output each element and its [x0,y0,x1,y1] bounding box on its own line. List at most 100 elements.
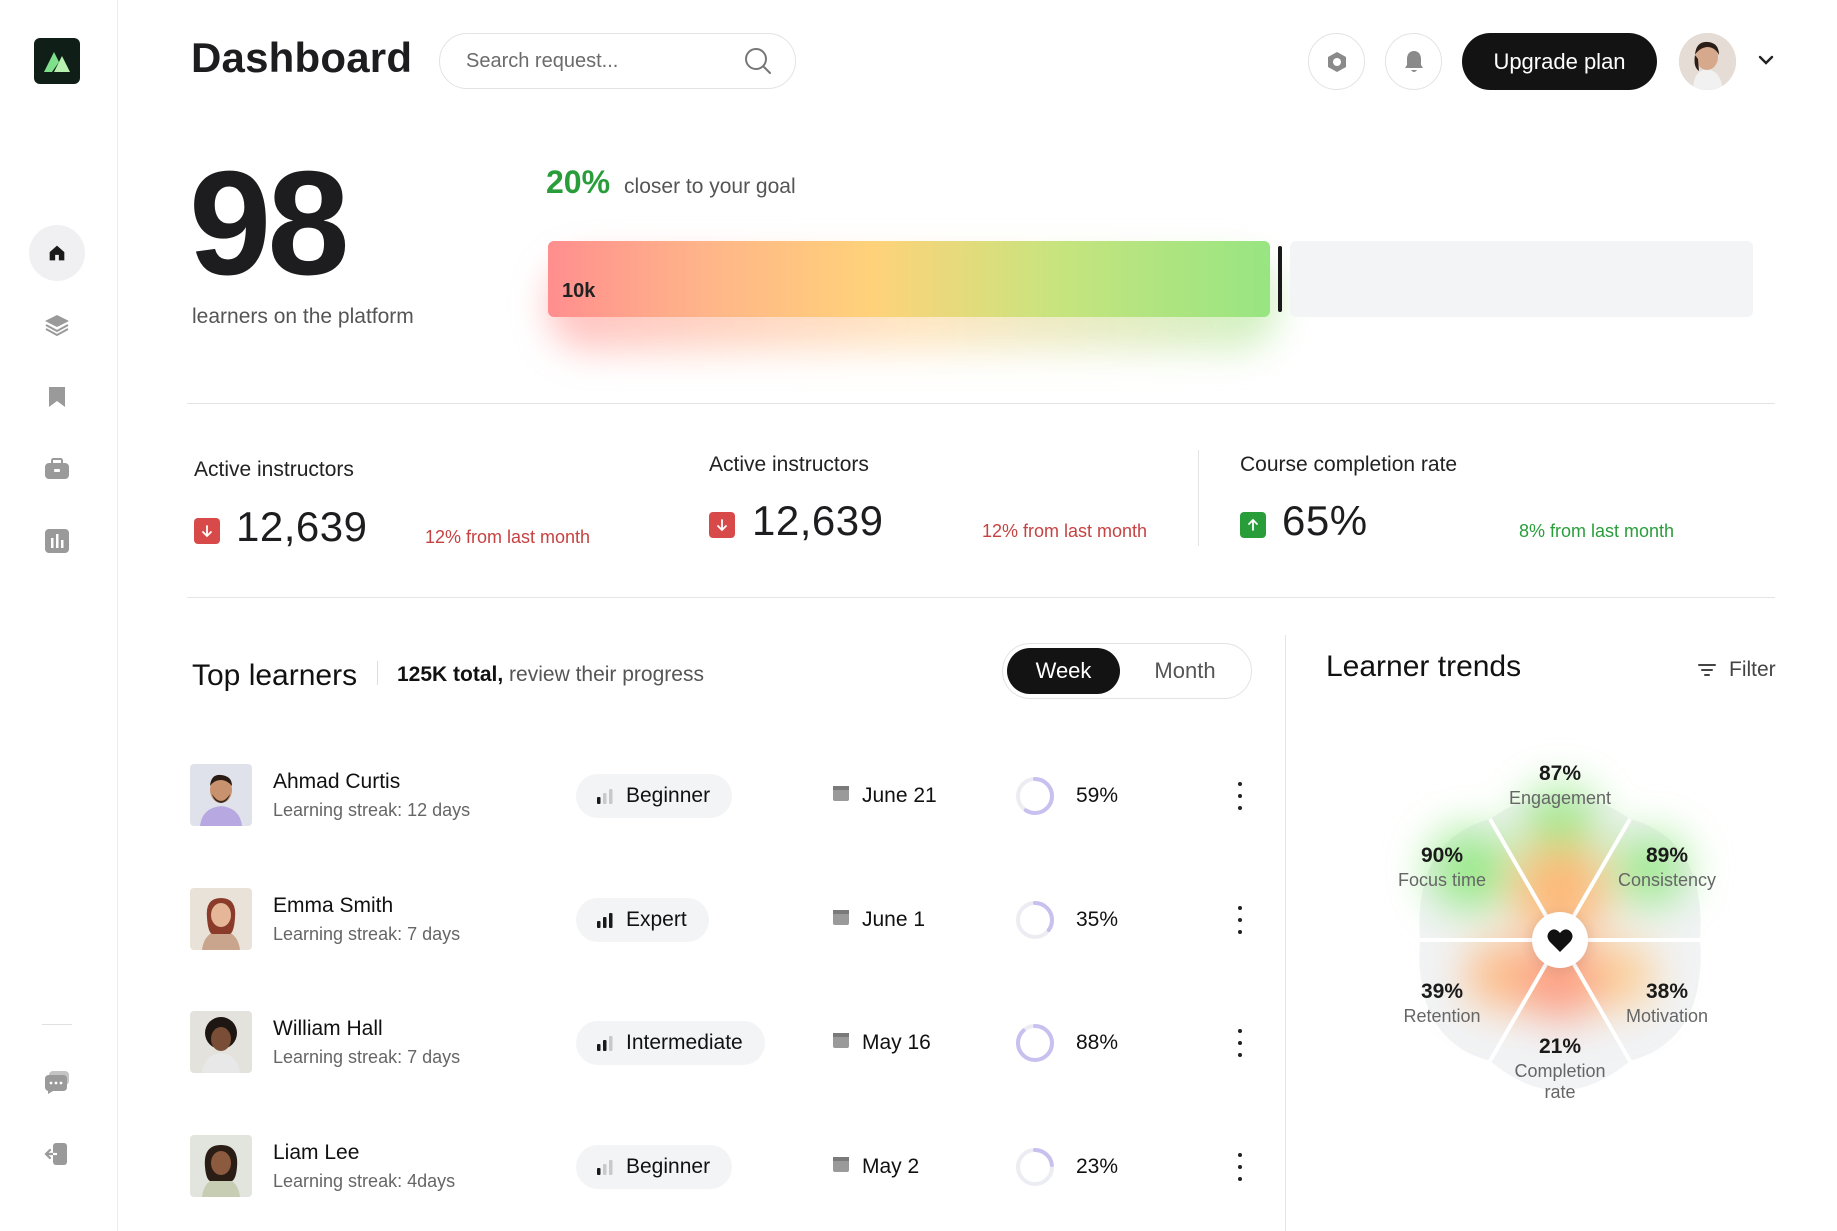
divider [187,597,1775,598]
petal-value: 38% [1645,980,1689,1003]
learner-progress: 59% [1076,784,1119,807]
signal-bars-icon [597,1160,613,1175]
bar-chart-icon [45,529,69,553]
learner-row[interactable]: William Hall Learning streak: 7 days Int… [190,1011,1250,1075]
stat-change: 12% from last month [425,527,591,547]
petal-value: 39% [1420,980,1464,1003]
petal-label-retention: 39% Retention [1384,980,1500,1027]
row-more-menu-icon[interactable] [1230,1029,1250,1057]
app-logo[interactable] [34,38,80,84]
filter-button[interactable]: Filter [1697,658,1776,682]
learner-portrait-icon [190,764,252,826]
learner-avatar [190,1135,252,1197]
sidebar-item-jobs[interactable] [29,441,85,497]
learner-avatar [190,764,252,826]
user-avatar[interactable] [1679,33,1736,90]
learner-date: June 1 [862,908,926,931]
petal-label-motivation: 38% Motivation [1607,980,1727,1027]
row-more-menu-icon[interactable] [1230,782,1250,810]
search-input[interactable] [466,49,743,73]
goal-summary: 20% closer to your goal [546,164,796,201]
home-icon [49,245,65,261]
learner-progress: 35% [1076,908,1119,931]
petal-label-engagement: 87% Engagement [1504,762,1616,809]
level-badge: Beginner [576,774,733,818]
learner-row[interactable]: Liam Lee Learning streak: 4days Beginner… [190,1135,1250,1199]
petal-name: Retention [1403,1006,1481,1026]
filter-icon [1698,664,1716,676]
notifications-button[interactable] [1385,33,1442,90]
learner-avatar [190,1011,252,1073]
toggle-week[interactable]: Week [1007,648,1120,694]
trend-down-icon [709,512,735,538]
level-badge: Expert [576,898,709,942]
account-menu-toggle[interactable] [1756,50,1776,75]
page-title: Dashboard [191,34,413,81]
progress-ring-icon [1016,1024,1054,1062]
progress-ring-icon [1016,1148,1054,1186]
row-more-menu-icon[interactable] [1230,906,1250,934]
signal-bars-icon [597,789,613,804]
goal-text: closer to your goal [624,175,796,198]
learner-trends-flower-chart [1419,787,1701,1091]
learner-progress: 88% [1076,1031,1119,1054]
petal-value: 90% [1420,844,1464,867]
upgrade-plan-button[interactable]: Upgrade plan [1462,33,1657,90]
trend-down-icon [194,518,220,544]
filter-label: Filter [1729,658,1776,681]
trend-up-icon [1240,512,1266,538]
logo-mark-icon [44,52,70,72]
stat-value: 65% [1282,497,1368,544]
level-label: Beginner [626,1155,711,1178]
title-separator [377,661,378,685]
sidebar-item-logout[interactable] [29,1126,85,1182]
learners-count: 98 [189,141,350,306]
stat-title: Active instructors [194,458,354,481]
learner-streak: Learning streak: 7 days [273,924,461,944]
progress-ring-icon [1016,777,1054,815]
toggle-month[interactable]: Month [1154,658,1216,683]
learner-name: Liam Lee [273,1141,360,1164]
bell-icon [1404,50,1423,72]
row-more-menu-icon[interactable] [1230,1153,1250,1181]
petal-name: Motivation [1625,1006,1709,1026]
learner-streak: Learning streak: 12 days [273,800,471,820]
bookmark-icon [49,387,65,407]
sidebar-item-home[interactable] [29,225,85,281]
level-label: Beginner [626,784,711,807]
stat-change: 8% from last month [1519,521,1675,541]
stat-title: Active instructors [709,453,869,476]
hexagon-settings-icon [1327,51,1346,72]
goal-percent: 20% [546,164,611,200]
learner-streak: Learning streak: 7 days [273,1047,461,1067]
sidebar [0,0,118,1231]
learners-label: learners on the platform [192,305,414,328]
calendar-icon [833,1157,849,1172]
search-icon[interactable] [743,46,773,76]
settings-button[interactable] [1308,33,1365,90]
logout-icon [44,1143,67,1165]
level-badge: Beginner [576,1145,733,1189]
learner-name: William Hall [273,1017,383,1040]
sidebar-item-saved[interactable] [29,369,85,425]
goal-bar-label: 10k [562,280,596,302]
sidebar-item-messages[interactable] [29,1054,85,1110]
level-label: Expert [626,908,687,931]
stat-divider [1198,450,1199,546]
chevron-down-icon [1758,55,1774,65]
learner-avatar [190,888,252,950]
learner-row[interactable]: Emma Smith Learning streak: 7 days Exper… [190,888,1250,952]
divider [187,403,1775,404]
learner-row[interactable]: Ahmad Curtis Learning streak: 12 days Be… [190,764,1250,828]
petal-label-completion: 21% Completion rate [1510,1035,1610,1103]
learner-portrait-icon [190,1135,252,1197]
petal-label-consistency: 89% Consistency [1602,844,1732,891]
sidebar-item-courses[interactable] [29,297,85,353]
sidebar-item-analytics[interactable] [29,513,85,569]
learner-date: May 2 [862,1155,920,1178]
briefcase-icon [45,458,69,479]
level-label: Intermediate [626,1031,743,1054]
search-box[interactable] [439,33,796,89]
signal-bars-icon [597,913,613,928]
top-learners-title: Top learners [192,659,358,692]
